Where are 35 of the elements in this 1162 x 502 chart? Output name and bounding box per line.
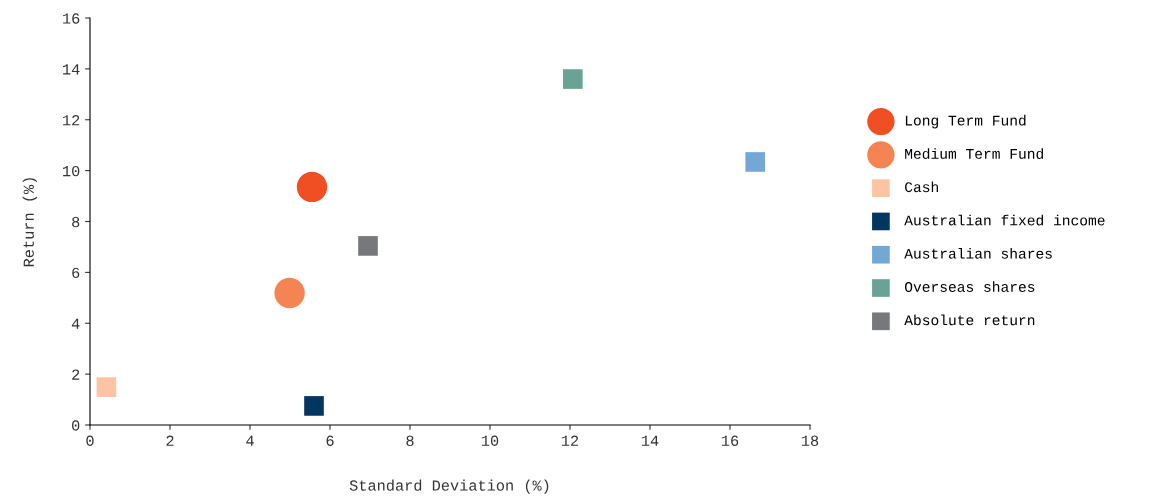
x-axis-title: Standard Deviation (%) [349, 479, 549, 494]
x-tick-label: 0 [86, 435, 94, 446]
y-tick-label: 16 [63, 13, 80, 24]
point [296, 171, 328, 203]
y-tick-label: 4 [71, 318, 80, 329]
legend-label: Medium Term Fund [905, 148, 1043, 159]
x-tick-label: 10 [481, 435, 499, 446]
point [562, 69, 583, 89]
x-tick-label: 2 [166, 435, 174, 446]
legend-label: Overseas shares [904, 281, 1035, 292]
y-axis-title: Return (%) [22, 178, 37, 267]
y-tick-label: 2 [72, 369, 80, 380]
y-tick-label: 8 [72, 216, 80, 228]
y-tick-label: 0 [72, 420, 80, 431]
y-tick-label: 12 [63, 115, 80, 126]
legend-label: Australian shares [904, 247, 1052, 259]
x-tick-label: 6 [326, 435, 334, 446]
legend-label: Absolute return [904, 314, 1035, 326]
legend-label: Long Term Fund [905, 114, 1026, 129]
x-tick-label: 14 [641, 435, 659, 446]
point [304, 396, 324, 416]
legend-label: Australian fixed income [904, 214, 1105, 226]
point [358, 236, 378, 256]
y-tick-label: 6 [72, 267, 80, 279]
point [274, 277, 305, 309]
x-tick-label: 16 [721, 435, 739, 446]
y-tick-label: 14 [63, 64, 80, 75]
legend-label: Cash [905, 181, 938, 193]
y-tick-label: 10 [63, 165, 80, 177]
point [96, 377, 117, 397]
x-tick-label: 8 [406, 435, 414, 446]
x-tick-label: 12 [561, 435, 579, 446]
x-tick-label: 4 [246, 435, 254, 446]
point [745, 152, 766, 172]
x-tick-label: 18 [801, 435, 819, 446]
